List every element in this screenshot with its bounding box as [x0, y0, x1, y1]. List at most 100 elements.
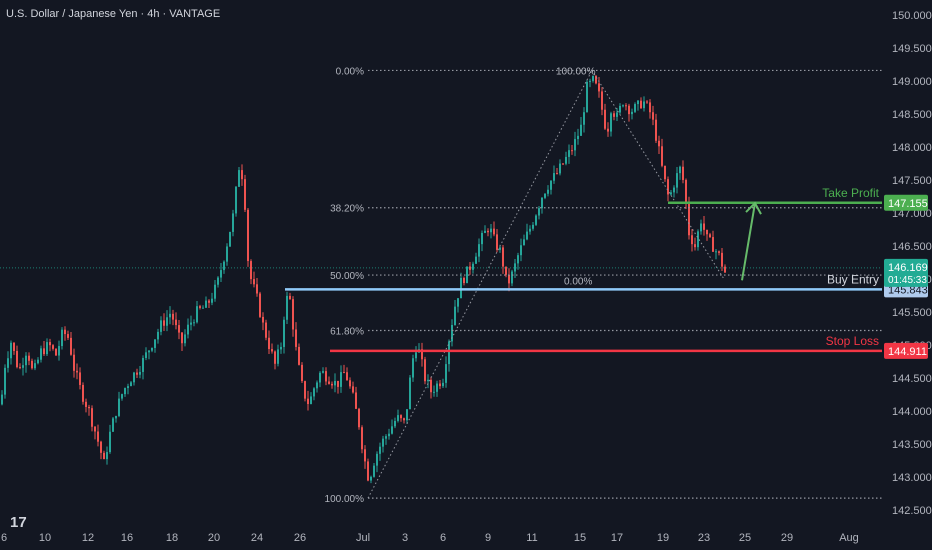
candle-body [511, 271, 513, 284]
candle-body [388, 433, 390, 437]
candle-body [220, 270, 222, 278]
time-tick-label: 16 [121, 532, 133, 544]
time-tick-label: 26 [294, 532, 306, 544]
candle-body [232, 213, 234, 232]
candle-body [187, 324, 189, 335]
candle-body [643, 101, 645, 109]
fib-annotation: 0.00% [564, 276, 592, 287]
candle-body [484, 230, 486, 233]
candle-body [628, 105, 630, 115]
candle-body [493, 228, 495, 235]
candle-body [688, 202, 690, 236]
fib-level-label: 38.20% [330, 204, 364, 215]
candle-body [442, 382, 444, 387]
candle-body [466, 266, 468, 284]
candle-body [703, 223, 705, 230]
candle-body [502, 247, 504, 267]
level-price-badge-text: 145.843 [888, 284, 928, 296]
projection-arrow[interactable] [741, 201, 762, 281]
candle-body [4, 367, 6, 395]
candle-body [403, 418, 405, 421]
candle-body [685, 179, 687, 203]
candle-body [94, 426, 96, 432]
candle-body [616, 112, 618, 117]
candle-body [196, 306, 198, 323]
candle-body [121, 394, 123, 399]
candle-body [331, 383, 333, 386]
candle-body [97, 431, 99, 442]
price-tick-label: 147.500 [892, 175, 932, 187]
time-tick-label: 24 [251, 532, 263, 544]
candle-body [544, 193, 546, 198]
candle-body [430, 379, 432, 393]
candle-body [163, 320, 165, 326]
time-axis: 6 10 12 16 18 20 24 26 Jul 3 6 9 11 15 17 19 23 25 29 Aug [1, 532, 859, 544]
candle-body [457, 298, 459, 307]
candle-body [229, 231, 231, 247]
candle-body [619, 105, 621, 113]
candle-body [592, 76, 594, 81]
candle-body [130, 382, 132, 387]
candle-body [223, 261, 225, 271]
candle-body [622, 105, 624, 107]
candle-body [526, 231, 528, 240]
fib-trend-line [591, 70, 725, 280]
candle-body [676, 173, 678, 188]
price-tick-label: 147.000 [892, 208, 932, 220]
candle-body [589, 80, 591, 82]
candle-body [133, 372, 135, 383]
countdown-text: 01:45:33 [888, 275, 927, 286]
candle-body [310, 396, 312, 405]
candle-body [304, 381, 306, 399]
candle-body [718, 251, 720, 253]
candle-body [154, 339, 156, 348]
candle-body [226, 246, 228, 262]
candle-body [400, 415, 402, 419]
price-tick-label: 148.500 [892, 109, 932, 121]
price-tick-label: 144.000 [892, 406, 932, 418]
candle-body [103, 452, 105, 460]
candle-body [256, 284, 258, 294]
candle-body [454, 306, 456, 325]
candle-body [88, 406, 90, 409]
candle-body [46, 342, 48, 355]
level-label: Take Profit [822, 186, 879, 200]
candle-body [283, 319, 285, 347]
candle-body [298, 346, 300, 365]
time-tick-label: 6 [1, 532, 7, 544]
candle-body [241, 170, 243, 180]
candle-body [31, 360, 33, 369]
candle-body [433, 391, 435, 393]
price-tick-label: 144.500 [892, 373, 932, 385]
level-price-badge [884, 194, 928, 211]
candle-body [670, 192, 672, 195]
candle-body [358, 408, 360, 428]
candle-body [469, 266, 471, 270]
candle-body [682, 166, 684, 180]
candle-body [118, 398, 120, 416]
price-tick-label: 148.000 [892, 142, 932, 154]
time-tick-label: 17 [611, 532, 623, 544]
candle-body [235, 186, 237, 214]
candle-body [361, 427, 363, 450]
candle-body [214, 284, 216, 299]
candle-body [1, 394, 3, 405]
candle-body [247, 209, 249, 262]
candle-body [568, 150, 570, 157]
fibonacci-retracement[interactable]: 0.00% 38.20% 50.00% 61.80% 100.00% 100.00% 0.0… [325, 66, 882, 505]
time-tick-label: 10 [39, 532, 51, 544]
trade-levels[interactable]: Take Profit Buy Entry Stop Loss [0, 186, 882, 353]
candle-body [40, 348, 42, 360]
candle-body [460, 277, 462, 299]
candle-body [421, 349, 423, 360]
candle-body [253, 279, 255, 285]
candle-body [85, 401, 87, 407]
candle-body [142, 358, 144, 372]
candle-body [265, 322, 267, 338]
candle-body [508, 274, 510, 284]
candle-body [487, 230, 489, 233]
candle-body [709, 234, 711, 238]
candle-body [73, 354, 75, 371]
